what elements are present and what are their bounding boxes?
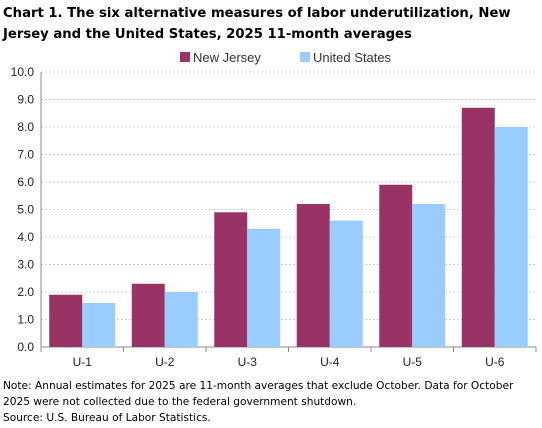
y-tick-label: 2.0 (17, 285, 34, 299)
bar-united-states-u-5 (412, 204, 446, 347)
axes (40, 72, 537, 352)
bar-new-jersey-u-4 (296, 204, 330, 347)
x-tick-label: U-4 (320, 355, 340, 369)
x-tick-label: U-1 (73, 355, 93, 369)
bar-united-states-u-4 (329, 220, 363, 347)
bar-united-states-u-2 (164, 292, 198, 347)
legend-swatch-new-jersey (180, 52, 190, 62)
y-tick-label: 10.0 (11, 65, 35, 79)
legend-label-new-jersey: New Jersey (193, 50, 261, 65)
y-tick-label: 1.0 (17, 313, 34, 327)
y-tick-label: 7.0 (17, 148, 34, 162)
x-tick-label: U-6 (485, 355, 505, 369)
bar-united-states-u-3 (247, 228, 281, 347)
source-text: Source: U.S. Bureau of Labor Statistics. (3, 412, 211, 424)
bar-new-jersey-u-1 (49, 294, 83, 347)
bar-united-states-u-6 (494, 127, 528, 347)
x-tick-label: U-3 (238, 355, 258, 369)
x-tick-label: U-2 (155, 355, 175, 369)
bar-new-jersey-u-3 (214, 212, 248, 347)
note-text-line-2: 2025 were not collected due to the feder… (3, 396, 357, 408)
bar-new-jersey-u-6 (461, 107, 495, 347)
chart-title: Chart 1. The six alternative measures of… (3, 6, 511, 42)
bar-chart: 0.01.02.03.04.05.06.07.08.09.010.0 U-1 U-… (11, 50, 537, 369)
y-tick-label: 6.0 (17, 175, 34, 189)
y-tick-label: 5.0 (17, 203, 34, 217)
note-text-line-1: Note: Annual estimates for 2025 are 11-m… (3, 380, 514, 392)
y-tick-label: 8.0 (17, 120, 34, 134)
bar-new-jersey-u-5 (379, 184, 413, 347)
x-tick-label: U-5 (403, 355, 423, 369)
grid-lines (41, 71, 536, 320)
bar-new-jersey-u-2 (131, 283, 165, 347)
legend: New Jersey United States (180, 50, 392, 65)
bars (49, 107, 528, 347)
y-tick-label: 9.0 (17, 93, 34, 107)
x-axis-tick-labels: U-1 U-2 U-3 U-4 U-5 U-6 (73, 355, 505, 369)
legend-swatch-united-states (300, 52, 310, 62)
y-tick-label: 3.0 (17, 258, 34, 272)
y-tick-label: 4.0 (17, 230, 34, 244)
legend-label-united-states: United States (313, 50, 392, 65)
y-tick-label: 0.0 (17, 340, 34, 354)
bar-united-states-u-1 (82, 303, 116, 347)
chart-notes: Note: Annual estimates for 2025 are 11-m… (3, 378, 541, 426)
y-axis-tick-labels: 0.0 1.0 2.0 3.0 4.0 5.0 6.0 7.0 8.0 9.0 10.0 (11, 65, 35, 354)
